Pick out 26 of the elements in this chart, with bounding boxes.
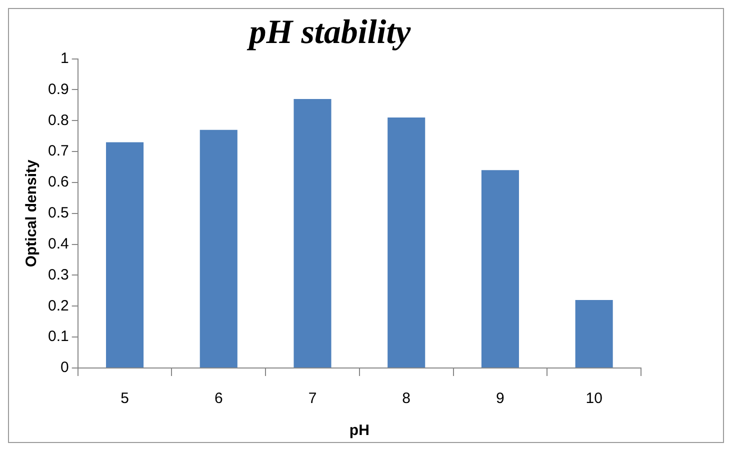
- y-tick-label: 1: [60, 50, 69, 67]
- x-tick-label: 8: [402, 390, 411, 408]
- y-tick-label: 0.2: [48, 297, 69, 314]
- x-tick-label: 5: [120, 390, 129, 408]
- bar: [106, 142, 144, 368]
- y-tick-label: 0: [60, 359, 69, 376]
- bar: [481, 170, 519, 368]
- y-tick-label: 0.8: [48, 112, 69, 129]
- bar: [294, 98, 332, 368]
- bar: [200, 130, 238, 368]
- y-tick-label: 0.6: [48, 174, 69, 191]
- x-tick-label: 6: [214, 390, 223, 408]
- y-tick-label: 0.1: [48, 328, 69, 346]
- bar: [388, 118, 426, 368]
- y-axis-title: Optical density: [23, 158, 40, 268]
- x-tick-label: 9: [496, 390, 504, 408]
- y-tick-label: 0.5: [48, 204, 69, 222]
- x-tick-label: 7: [308, 390, 317, 408]
- y-tick-label: 0.3: [48, 266, 69, 284]
- y-tick-label: 0.7: [48, 142, 69, 160]
- x-tick-label: 10: [586, 390, 602, 408]
- y-tick-label: 0.9: [48, 80, 69, 98]
- x-axis-title: pH: [349, 422, 370, 440]
- bar: [575, 300, 613, 368]
- y-tick-label: 0.4: [48, 235, 69, 252]
- chart-title: pH stability: [246, 14, 412, 52]
